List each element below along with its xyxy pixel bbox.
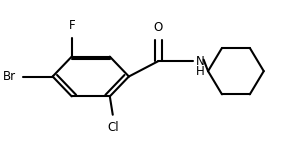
Text: Br: Br — [3, 70, 16, 83]
Text: H: H — [196, 65, 205, 78]
Text: N: N — [196, 55, 205, 68]
Text: Cl: Cl — [107, 121, 119, 134]
Text: O: O — [154, 21, 163, 34]
Text: F: F — [68, 19, 75, 32]
